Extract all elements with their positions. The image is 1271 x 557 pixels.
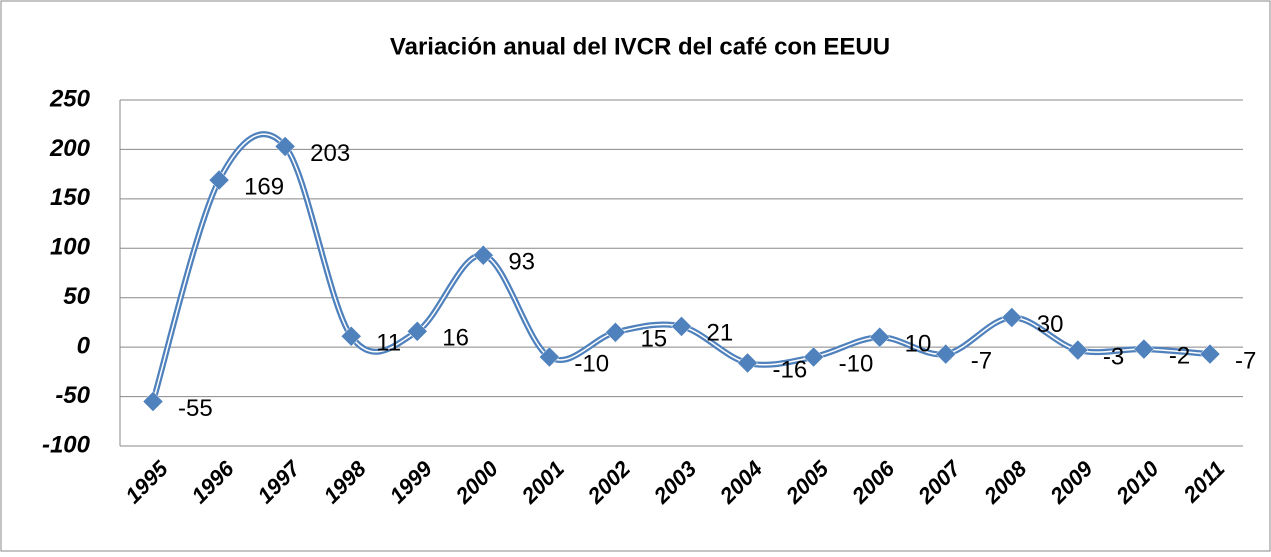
marker — [803, 346, 824, 368]
marker — [935, 343, 957, 365]
marker — [869, 326, 891, 348]
data-label: -55 — [178, 395, 213, 422]
data-label: -3 — [1103, 343, 1124, 370]
y-tick-label: 50 — [63, 283, 90, 310]
y-tick-label: 150 — [50, 184, 91, 211]
y-tick-label: 200 — [49, 135, 91, 162]
marker — [274, 136, 296, 157]
marker — [340, 325, 362, 347]
marker — [605, 321, 626, 343]
data-label: 169 — [244, 173, 284, 200]
data-label: 10 — [905, 331, 932, 358]
data-label: 21 — [707, 320, 734, 347]
y-tick-label: 0 — [77, 332, 91, 359]
data-label: -16 — [773, 356, 808, 383]
data-label: -2 — [1169, 342, 1190, 369]
data-label: 16 — [442, 325, 469, 352]
y-tick-label: 100 — [50, 234, 91, 261]
y-tick-label: 250 — [49, 85, 91, 112]
data-label: 11 — [376, 330, 401, 357]
marker — [1133, 338, 1155, 360]
y-tick-label: -100 — [42, 431, 91, 458]
data-label: 30 — [1037, 311, 1064, 338]
data-label: -7 — [971, 347, 992, 374]
marker — [208, 169, 230, 191]
data-label: -10 — [839, 350, 874, 377]
data-label: 15 — [640, 326, 667, 353]
data-label: 203 — [310, 140, 350, 167]
marker — [737, 352, 758, 374]
data-label: -7 — [1235, 347, 1256, 374]
marker — [539, 346, 560, 368]
marker — [1067, 339, 1089, 361]
marker — [671, 316, 692, 337]
marker — [406, 320, 428, 342]
data-label: -10 — [574, 350, 609, 377]
chart-title: Variación anual del IVCR del café con EE… — [390, 33, 890, 60]
marker — [142, 391, 164, 412]
marker — [1001, 307, 1023, 328]
marker — [1199, 343, 1221, 365]
data-label: 93 — [508, 249, 535, 276]
marker — [472, 244, 494, 266]
y-tick-label: -50 — [55, 382, 90, 409]
